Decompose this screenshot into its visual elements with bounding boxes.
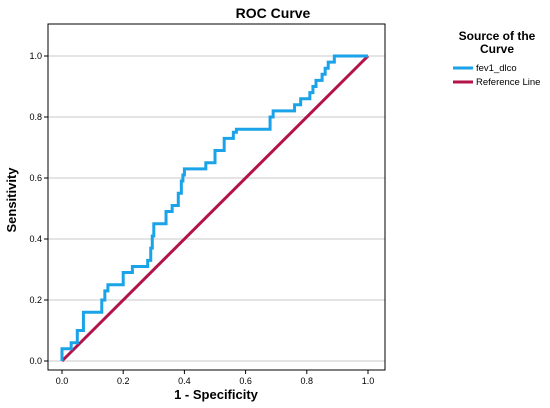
- y-tick-label-0: 0.0: [29, 356, 42, 366]
- y-tick-label-2: 0.4: [29, 234, 42, 244]
- legend: Source of the Curve fev1_dlco Reference …: [453, 29, 540, 88]
- x-tick-label-4: 0.8: [301, 376, 314, 386]
- chart-title: ROC Curve: [236, 5, 311, 21]
- x-axis-label: 1 - Specificity: [174, 387, 259, 402]
- x-tick-label-2: 0.4: [178, 376, 191, 386]
- series-line-reference-line: [60, 54, 370, 363]
- x-tick-label-3: 0.6: [239, 376, 252, 386]
- legend-label-fev1-dlco: fev1_dlco: [476, 63, 517, 74]
- legend-title-line-2: Curve: [480, 42, 514, 56]
- plot-frame: [47, 23, 386, 371]
- x-axis-ticks: 0.0 0.2 0.4 0.6 0.8 1.0: [56, 370, 375, 386]
- y-tick-label-3: 0.6: [29, 173, 42, 183]
- y-axis-label: Sensitivity: [4, 167, 19, 233]
- y-axis-ticks: 0.0 0.2 0.4 0.6 0.8 1.0: [29, 51, 48, 366]
- x-tick-label-0: 0.0: [56, 376, 69, 386]
- series-line-fev1-dlco: [60, 54, 368, 361]
- plot-lines: [60, 54, 370, 363]
- x-tick-label-1: 0.2: [117, 376, 130, 386]
- y-tick-label-4: 0.8: [29, 112, 42, 122]
- x-tick-label-5: 1.0: [362, 376, 375, 386]
- y-tick-label-5: 1.0: [29, 51, 42, 61]
- legend-label-reference-line: Reference Line: [476, 77, 540, 88]
- y-tick-label-1: 0.2: [29, 295, 42, 305]
- legend-title-line-1: Source of the: [459, 29, 536, 43]
